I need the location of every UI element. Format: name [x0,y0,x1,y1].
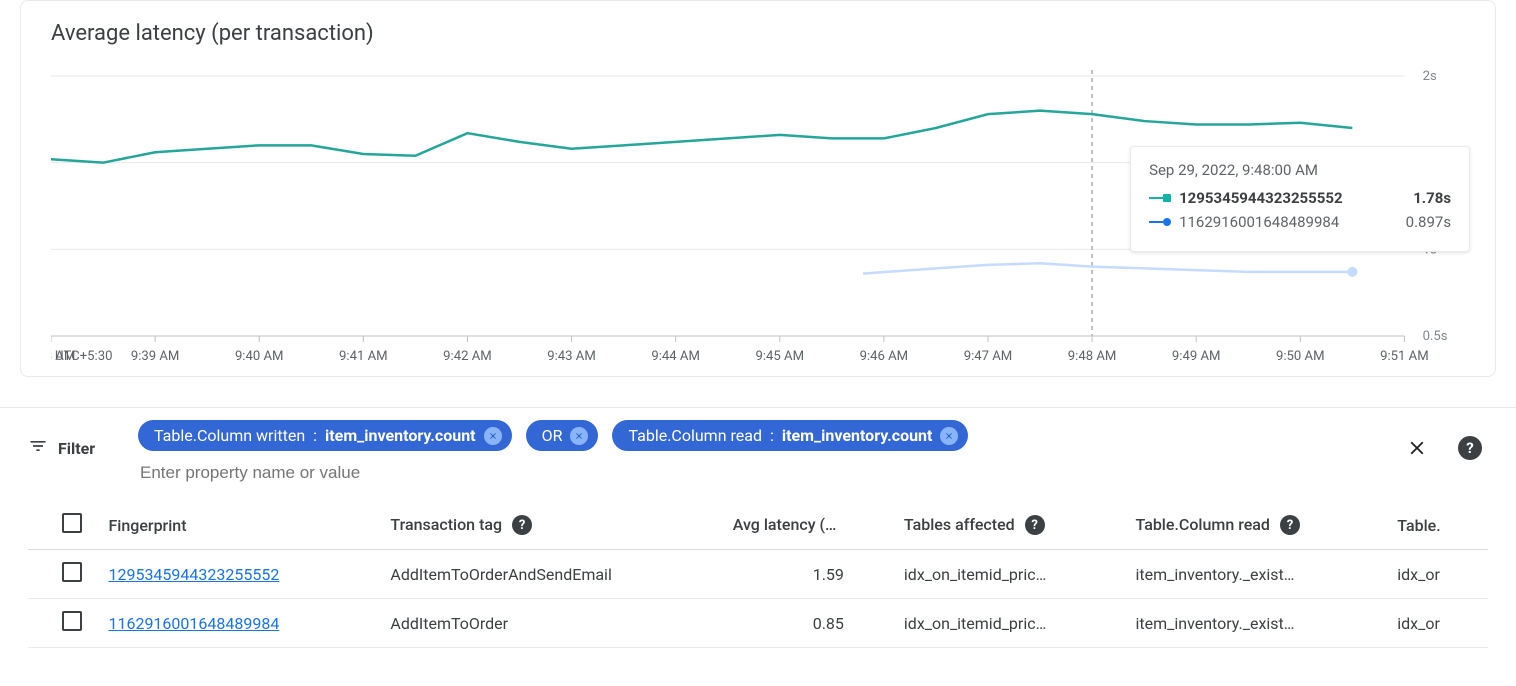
svg-text:9:45 AM: 9:45 AM [755,349,804,364]
cell-transaction-tag: AddItemToOrder [380,599,722,648]
chart-area[interactable]: 0.5s1s1.5s2s9:38 AM9:39 AM9:40 AM9:41 AM… [51,66,1465,366]
tooltip-series-marker [1149,192,1171,204]
cell-tables-affected: idx_on_itemid_pric… [894,599,1126,648]
filter-help-button[interactable]: ? [1458,436,1482,460]
tooltip-time: Sep 29, 2022, 9:48:00 AM [1149,161,1451,179]
col-header-tag[interactable]: Transaction tag ? [380,501,722,550]
close-icon [574,431,584,441]
tooltip-series-label: 1295345944323255552 [1179,189,1343,207]
svg-text:9:50 AM: 9:50 AM [1276,349,1325,364]
filter-bar: Filter Table.Column written : item_inven… [28,420,1488,493]
filter-chip-operator[interactable]: OR [526,420,599,451]
chip-key: Table.Column written [154,426,305,445]
filter-chip[interactable]: Table.Column written : item_inventory.co… [138,420,512,451]
filter-chips-wrap: Table.Column written : item_inventory.co… [138,420,1396,493]
chip-remove-button[interactable] [484,427,502,445]
svg-text:9:51 AM: 9:51 AM [1380,349,1429,364]
tooltip-series-marker [1149,216,1171,228]
chip-sep: : [770,426,774,445]
col-header-fingerprint[interactable]: Fingerprint [98,501,380,550]
help-icon[interactable]: ? [849,515,869,535]
svg-text:9:42 AM: 9:42 AM [443,349,492,364]
help-icon[interactable]: ? [512,515,532,535]
help-icon[interactable]: ? [1280,515,1300,535]
col-header-latency-label: Avg latency (s) [733,515,839,534]
latency-chart-card: Average latency (per transaction) 0.5s1s… [20,0,1496,377]
cell-column-write: idx_or [1387,550,1488,599]
tooltip-series-value: 1.78s [1413,189,1451,207]
chip-remove-button[interactable] [940,427,958,445]
svg-text:9:40 AM: 9:40 AM [235,349,284,364]
chip-value: item_inventory.count [782,426,933,445]
col-header-col-write[interactable]: Table. [1387,501,1488,550]
cell-column-read: item_inventory._exist… [1125,599,1387,648]
results-table-wrap: Fingerprint Transaction tag ? Avg latenc… [28,501,1488,648]
chip-sep: : [313,426,317,445]
svg-text:9:47 AM: 9:47 AM [964,349,1013,364]
table-row: 1295345944323255552 AddItemToOrderAndSend… [28,550,1488,599]
cell-tables-affected: idx_on_itemid_pric… [894,550,1126,599]
chart-tooltip: Sep 29, 2022, 9:48:00 AM 129534594432325… [1130,146,1470,252]
cell-avg-latency: 1.59 [723,550,894,599]
svg-text:0.5s: 0.5s [1423,329,1448,344]
svg-text:UTC+5:30: UTC+5:30 [55,349,112,364]
tooltip-series-label: 1162916001648489984 [1179,213,1339,231]
filter-icon [28,436,48,460]
col-header-col-write-label: Table. [1397,516,1440,535]
filter-icon-wrap: Filter [28,420,128,460]
close-icon [1406,437,1428,459]
col-header-tables-affected[interactable]: Tables affected ? [894,501,1126,550]
col-header-tag-label: Transaction tag [390,515,502,534]
fingerprint-link[interactable]: 1162916001648489984 [108,614,279,633]
row-checkbox[interactable] [62,562,82,582]
col-header-tables-affected-label: Tables affected [904,515,1015,534]
table-header-row: Fingerprint Transaction tag ? Avg latenc… [28,501,1488,550]
close-icon [944,431,954,441]
help-icon[interactable]: ? [1025,515,1045,535]
results-table: Fingerprint Transaction tag ? Avg latenc… [28,501,1488,648]
cell-column-read: item_inventory._exist… [1125,550,1387,599]
chart-title: Average latency (per transaction) [51,21,1465,46]
row-checkbox[interactable] [62,611,82,631]
filter-label: Filter [58,439,95,458]
filter-chip[interactable]: Table.Column read : item_inventory.count [612,420,968,451]
tooltip-row: 1162916001648489984 0.897s [1149,213,1451,231]
filter-actions: ? [1406,420,1488,460]
filter-input[interactable] [138,459,1396,493]
col-header-fingerprint-label: Fingerprint [108,516,186,535]
svg-text:9:39 AM: 9:39 AM [131,349,180,364]
filter-chips: Table.Column written : item_inventory.co… [138,420,1396,451]
svg-text:9:44 AM: 9:44 AM [651,349,700,364]
svg-text:9:48 AM: 9:48 AM [1068,349,1117,364]
col-header-checkbox [28,501,98,550]
chip-value: item_inventory.count [325,426,476,445]
svg-text:9:41 AM: 9:41 AM [339,349,388,364]
chip-key: Table.Column read [628,426,762,445]
chip-operator-label: OR [542,426,563,445]
cell-column-write: idx_or [1387,599,1488,648]
col-header-latency[interactable]: Avg latency (s) ? [723,501,894,550]
cell-avg-latency: 0.85 [723,599,894,648]
select-all-checkbox[interactable] [62,513,82,533]
svg-text:2s: 2s [1423,69,1437,84]
fingerprint-link[interactable]: 1295345944323255552 [108,565,279,584]
tooltip-row: 1295345944323255552 1.78s [1149,189,1451,207]
tooltip-series-value: 0.897s [1406,213,1451,231]
filter-section: Filter Table.Column written : item_inven… [0,407,1516,648]
close-icon [488,431,498,441]
svg-text:9:46 AM: 9:46 AM [860,349,909,364]
cell-transaction-tag: AddItemToOrderAndSendEmail [380,550,722,599]
table-row: 1162916001648489984AddItemToOrder0.85idx… [28,599,1488,648]
chip-remove-button[interactable] [570,427,588,445]
col-header-col-read-label: Table.Column read [1135,515,1269,534]
clear-filters-button[interactable] [1406,437,1428,459]
col-header-col-read[interactable]: Table.Column read ? [1125,501,1387,550]
svg-text:9:43 AM: 9:43 AM [547,349,596,364]
svg-text:9:49 AM: 9:49 AM [1172,349,1221,364]
